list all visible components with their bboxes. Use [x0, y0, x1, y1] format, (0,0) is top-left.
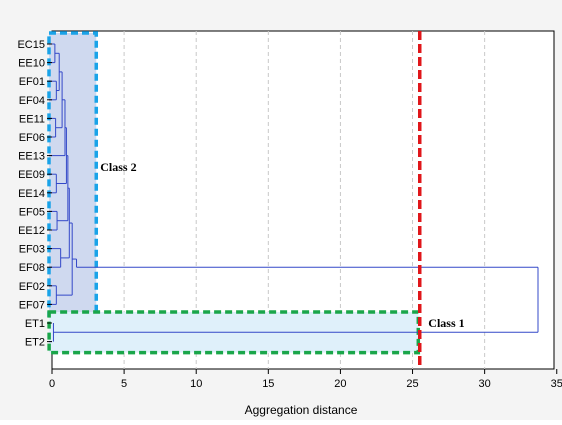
class-1-label: Class 1 [428, 316, 464, 330]
x-tick-label: 30 [479, 378, 491, 390]
x-tick-label: 15 [262, 378, 274, 390]
y-tick-label: EF07 [19, 299, 45, 311]
y-tick-label: EF08 [19, 262, 45, 274]
y-tick-label: ET1 [25, 318, 45, 330]
class-2-label: Class 2 [100, 160, 136, 174]
y-tick-label: EF06 [19, 132, 45, 144]
y-tick-label: EE11 [19, 113, 45, 125]
x-tick-label: 10 [190, 378, 202, 390]
x-tick-label: 0 [49, 378, 55, 390]
y-tick-label: EE09 [18, 169, 45, 181]
y-tick-label: ET2 [25, 337, 45, 349]
y-tick-label: EC15 [17, 39, 45, 51]
y-tick-label: EE10 [18, 58, 45, 70]
y-tick-label: EF02 [19, 281, 45, 293]
y-tick-label: EE14 [18, 188, 45, 200]
y-tick-label: EE12 [18, 225, 45, 237]
y-tick-label: EF04 [19, 95, 45, 107]
x-tick-label: 25 [406, 378, 418, 390]
x-tick-label: 20 [334, 378, 346, 390]
x-axis-title: Aggregation distance [245, 403, 358, 417]
x-axis: 0 5 10 15 20 25 30 35 [49, 369, 562, 390]
y-tick-label: EF01 [19, 76, 45, 88]
class-annotations: Class 2 Class 1 [100, 160, 464, 330]
y-tick-label: EF05 [19, 206, 45, 218]
y-tick-label: EE13 [18, 151, 45, 163]
x-tick-label: 35 [551, 378, 562, 390]
y-axis: EC15 EE10 EF01 EF04 EE11 EF06 EE13 EE09 EE14 EF05… [17, 39, 52, 349]
x-tick-label: 5 [121, 378, 127, 390]
y-tick-label: EF03 [19, 244, 45, 256]
